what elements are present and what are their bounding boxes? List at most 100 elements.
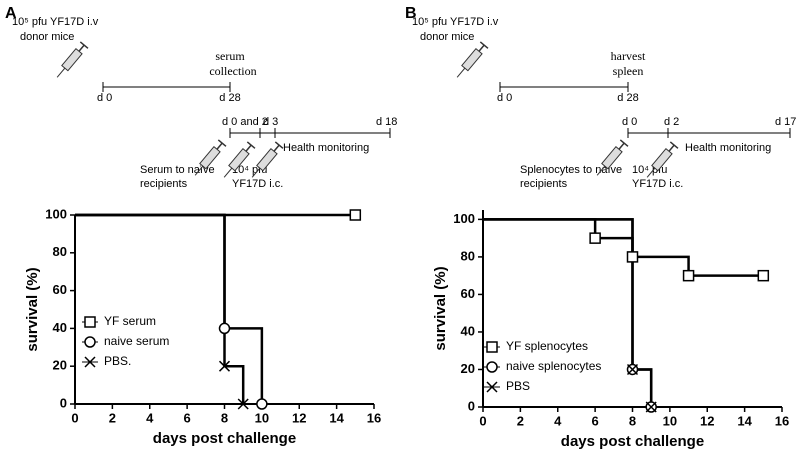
x-tick-label: 0 bbox=[71, 410, 78, 425]
legend-marker bbox=[486, 381, 498, 393]
legend-label: YF serum bbox=[104, 314, 156, 328]
x-tick-label: 12 bbox=[700, 413, 714, 428]
timeline-label: recipients bbox=[520, 178, 568, 190]
x-tick-label: 14 bbox=[329, 410, 344, 425]
data-point bbox=[645, 401, 657, 413]
syringe-icon bbox=[596, 139, 629, 176]
syringe-needle bbox=[223, 167, 233, 178]
timeline-label: Health monitoring bbox=[685, 142, 771, 154]
x-axis-title: days post challenge bbox=[561, 433, 704, 450]
timeline-label: Serum to naïve bbox=[140, 164, 215, 176]
data-point bbox=[626, 363, 639, 376]
y-tick-label: 40 bbox=[461, 323, 475, 338]
x-tick-label: 12 bbox=[292, 410, 306, 425]
x-tick-label: 8 bbox=[221, 410, 228, 425]
y-tick-label: 0 bbox=[468, 398, 475, 413]
syringe-needle bbox=[56, 67, 66, 78]
syringe-icon bbox=[194, 139, 227, 176]
x-tick-label: 2 bbox=[109, 410, 116, 425]
syringe-icon bbox=[646, 141, 679, 178]
y-tick-label: 20 bbox=[53, 358, 67, 373]
y-tick-label: 100 bbox=[45, 206, 67, 221]
legend-label: PBS. bbox=[104, 354, 131, 368]
timeline-label: d 28 bbox=[617, 92, 638, 104]
syringe-handle bbox=[274, 141, 284, 149]
data-point bbox=[218, 322, 231, 335]
data-point bbox=[682, 269, 695, 282]
data-point bbox=[237, 398, 249, 410]
survival-line bbox=[483, 218, 764, 277]
y-tick-label: 60 bbox=[53, 282, 67, 297]
syringe-handle bbox=[217, 139, 227, 147]
y-tick-label: 0 bbox=[60, 395, 67, 410]
syringe-needle bbox=[194, 165, 204, 176]
x-tick-label: 4 bbox=[146, 410, 154, 425]
syringe-needle bbox=[646, 167, 656, 178]
legend-label: naive serum bbox=[104, 334, 169, 348]
syringe-plunger bbox=[478, 44, 485, 52]
x-tick-label: 0 bbox=[479, 413, 486, 428]
data-point bbox=[589, 232, 601, 244]
legend-marker bbox=[84, 336, 96, 348]
legend-marker bbox=[486, 361, 498, 373]
data-point bbox=[626, 251, 639, 263]
y-tick-label: 20 bbox=[461, 361, 475, 376]
timeline-label: spleen bbox=[613, 64, 644, 78]
x-tick-label: 2 bbox=[517, 413, 524, 428]
x-tick-label: 4 bbox=[554, 413, 562, 428]
data-point bbox=[218, 360, 231, 372]
y-axis-title: survival (%) bbox=[24, 267, 41, 351]
syringe-handle bbox=[479, 41, 489, 49]
x-tick-label: 8 bbox=[629, 413, 636, 428]
timeline-label: 10⁵ pfu YF17D i.v bbox=[412, 16, 499, 28]
syringe-plunger bbox=[273, 144, 280, 152]
timeline-label: serum bbox=[215, 49, 245, 63]
y-axis-title: survival (%) bbox=[432, 266, 449, 350]
legend-label: YF splenocytes bbox=[506, 339, 588, 353]
y-tick-label: 40 bbox=[53, 320, 67, 335]
syringe-handle bbox=[79, 41, 89, 49]
syringe-icon bbox=[223, 141, 256, 178]
syringe-plunger bbox=[618, 142, 625, 150]
timeline-label: Splenocytes to naïve bbox=[520, 164, 622, 176]
syringe-handle bbox=[669, 141, 679, 149]
syringe-handle bbox=[246, 141, 256, 149]
y-tick-label: 80 bbox=[461, 248, 475, 263]
timeline-label: d 0 bbox=[622, 116, 637, 128]
x-tick-label: 10 bbox=[663, 413, 677, 428]
x-tick-label: 6 bbox=[592, 413, 599, 428]
x-axis-title: days post challenge bbox=[153, 430, 296, 447]
y-tick-label: 60 bbox=[461, 286, 475, 301]
syringe-plunger bbox=[245, 144, 252, 152]
timeline-label: YF17D i.c. bbox=[632, 178, 683, 190]
timeline-label: d 28 bbox=[219, 92, 240, 104]
timeline-label: harvest bbox=[611, 49, 646, 63]
syringe-plunger bbox=[78, 44, 85, 52]
legend-marker bbox=[486, 341, 498, 353]
syringe-icon bbox=[456, 41, 489, 78]
timeline-label: donor mice bbox=[420, 31, 474, 43]
x-tick-label: 14 bbox=[737, 413, 752, 428]
legend-marker bbox=[84, 316, 96, 328]
panel-label: A bbox=[5, 5, 17, 22]
x-tick-label: 16 bbox=[367, 410, 381, 425]
data-point bbox=[349, 209, 362, 221]
syringe-needle bbox=[251, 167, 261, 178]
syringe-plunger bbox=[668, 144, 675, 152]
syringe-icon bbox=[56, 41, 89, 78]
timeline-label: d 17 bbox=[775, 116, 796, 128]
timeline-label: d 2 bbox=[664, 116, 679, 128]
timeline-label: 10⁵ pfu YF17D i.v bbox=[12, 16, 99, 28]
syringe-needle bbox=[596, 165, 606, 176]
data-point bbox=[256, 398, 268, 410]
timeline-label: d 0 bbox=[97, 92, 112, 104]
timeline-label: recipients bbox=[140, 178, 188, 190]
syringe-plunger bbox=[216, 142, 223, 150]
legend-label: PBS bbox=[506, 379, 530, 393]
x-tick-label: 6 bbox=[184, 410, 191, 425]
timeline-label: d 0 and 2 bbox=[222, 116, 268, 128]
syringe-body bbox=[61, 47, 83, 72]
data-point bbox=[757, 269, 770, 282]
legend-marker bbox=[84, 356, 96, 368]
y-tick-label: 80 bbox=[53, 244, 67, 259]
